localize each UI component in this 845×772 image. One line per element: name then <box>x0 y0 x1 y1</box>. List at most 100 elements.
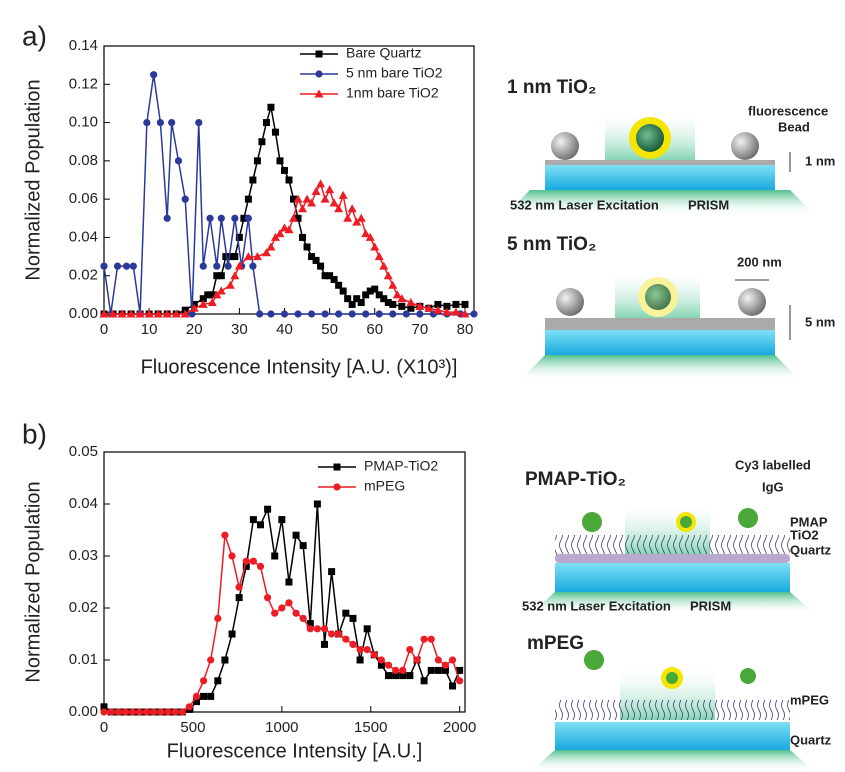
marker <box>222 253 230 261</box>
diagram-pmap: PMAP-TiO₂ Cy3 labelled IgG PMAP TiO2 Qua… <box>522 457 832 614</box>
marker <box>128 708 137 716</box>
marker <box>385 672 393 680</box>
antibody <box>582 512 602 532</box>
marker <box>321 272 329 280</box>
marker <box>434 656 442 664</box>
marker <box>420 635 428 643</box>
marker <box>377 661 385 669</box>
marker <box>294 214 302 222</box>
label: 200 nm <box>737 254 782 269</box>
panel-label: b) <box>22 418 47 449</box>
marker <box>370 651 378 659</box>
marker <box>335 630 343 638</box>
y-tick-label: 0.08 <box>69 152 98 169</box>
marker <box>216 286 226 295</box>
marker <box>449 682 457 690</box>
marker <box>200 692 208 700</box>
marker <box>171 708 179 716</box>
marker <box>448 656 457 664</box>
y-tick-label: 0.03 <box>69 547 98 564</box>
marker <box>181 195 189 203</box>
label: Quartz <box>790 732 832 747</box>
marker <box>256 521 264 529</box>
marker <box>171 309 181 318</box>
marker <box>441 666 449 674</box>
y-tick-label: 0.14 <box>69 37 98 54</box>
y-tick-label: 0.01 <box>69 651 98 668</box>
marker <box>302 194 312 203</box>
label: PRISM <box>688 197 729 212</box>
marker <box>207 692 215 700</box>
y-axis-title: Normalized Population <box>22 481 44 682</box>
marker <box>189 303 199 312</box>
marker <box>383 271 393 280</box>
marker <box>280 166 288 174</box>
marker <box>456 666 464 674</box>
marker <box>122 262 131 270</box>
antibody <box>740 668 756 684</box>
marker <box>252 252 262 261</box>
y-tick-label: 0.00 <box>69 703 98 720</box>
marker <box>392 666 400 675</box>
marker <box>427 635 435 643</box>
marker <box>443 302 451 310</box>
marker <box>416 310 424 318</box>
marker <box>126 309 136 318</box>
marker <box>213 262 221 270</box>
x-tick-label: 20 <box>186 321 203 338</box>
marker <box>178 708 186 716</box>
y-tick-label: 0.05 <box>69 443 98 460</box>
y-tick-label: 0.12 <box>69 75 98 92</box>
marker <box>375 291 383 299</box>
marker <box>348 300 356 308</box>
marker <box>347 204 357 213</box>
y-tick-label: 0.04 <box>69 228 98 245</box>
marker <box>143 118 151 127</box>
bead <box>731 132 759 160</box>
label: Quartz <box>790 542 832 557</box>
legend-label: mPEG <box>364 478 405 494</box>
x-tick-label: 30 <box>231 321 248 338</box>
marker <box>264 594 272 602</box>
marker <box>271 552 279 560</box>
marker <box>249 176 257 184</box>
marker <box>231 214 239 222</box>
marker <box>199 677 208 685</box>
x-tick-label: 60 <box>366 321 383 338</box>
marker <box>290 195 298 203</box>
marker <box>294 310 302 318</box>
marker <box>278 604 286 612</box>
marker <box>192 692 201 701</box>
marker <box>352 217 362 226</box>
bead-fluorescent <box>645 284 671 310</box>
x-tick-label: 70 <box>412 321 429 338</box>
marker <box>379 261 389 270</box>
marker <box>188 310 196 318</box>
marker <box>315 50 323 58</box>
quartz <box>555 722 790 750</box>
marker <box>451 307 461 316</box>
marker <box>317 262 325 270</box>
label: 5 nm <box>805 314 835 329</box>
y-tick-label: 0.10 <box>69 114 98 131</box>
y-tick-label: 0.06 <box>69 190 98 207</box>
x-tick-label: 0 <box>100 719 108 736</box>
marker <box>356 213 366 222</box>
marker <box>244 195 252 203</box>
marker <box>278 516 286 524</box>
marker <box>362 291 370 299</box>
marker <box>461 300 469 308</box>
marker <box>99 309 109 318</box>
x-tick-label: 50 <box>321 321 338 338</box>
diagram-title: 1 nm TiO₂ <box>507 77 596 98</box>
marker <box>434 300 442 308</box>
marker <box>407 304 415 312</box>
legend-label: 5 nm bare TiO2 <box>346 65 443 81</box>
marker <box>207 656 215 664</box>
marker <box>242 557 250 565</box>
marker <box>121 708 129 716</box>
marker <box>307 198 317 207</box>
marker <box>168 118 176 127</box>
marker <box>253 157 261 165</box>
marker <box>144 309 154 318</box>
